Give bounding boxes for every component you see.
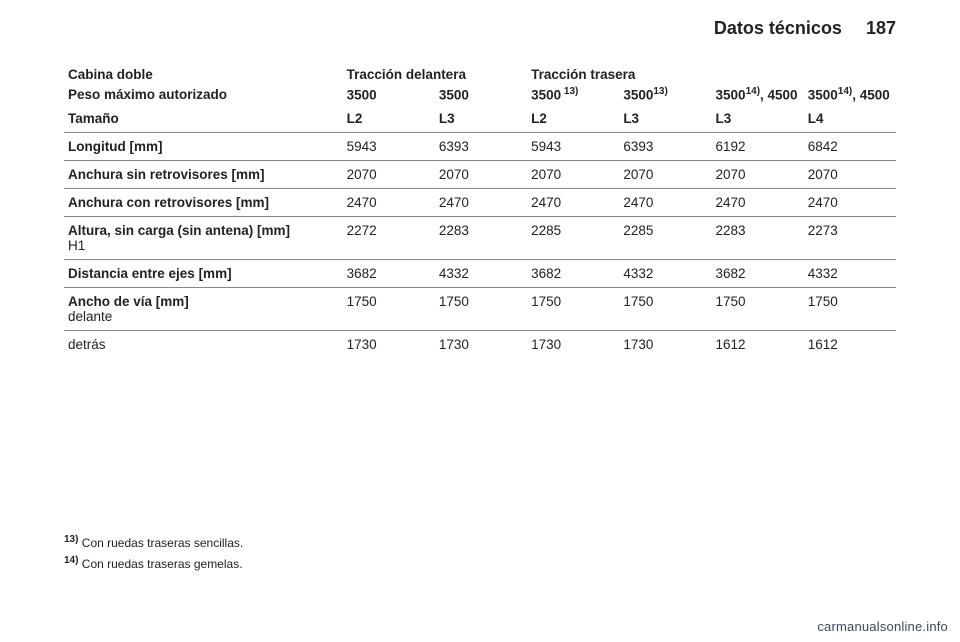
row-value: 2070 — [343, 160, 435, 188]
weight-cell-3: 350013) — [619, 84, 711, 109]
footnotes: 13) Con ruedas traseras sencillas. 14) C… — [64, 532, 243, 574]
row-value: 3682 — [712, 259, 804, 287]
row-value: 1730 — [435, 330, 527, 358]
row-value: 6192 — [712, 132, 804, 160]
header-title: Datos técnicos — [714, 18, 842, 39]
row-value: 2070 — [619, 160, 711, 188]
row-value: 2470 — [804, 188, 896, 216]
weight-cell-5: 350014), 4500 — [804, 84, 896, 109]
row-value: 2470 — [527, 188, 619, 216]
row-label: Anchura con retrovisores [mm] — [64, 188, 343, 216]
table-row: detrás173017301730173016121612 — [64, 330, 896, 358]
row-value: 1750 — [527, 287, 619, 330]
size-cell-5: L4 — [804, 109, 896, 133]
row-value: 2283 — [435, 216, 527, 259]
row-value: 1730 — [343, 330, 435, 358]
group-cabina: Cabina doble — [64, 67, 343, 84]
watermark: carmanualsonline.info — [817, 619, 948, 634]
footnote-13: 13) Con ruedas traseras sencillas. — [64, 532, 243, 553]
row-value: 2470 — [343, 188, 435, 216]
row-value: 6842 — [804, 132, 896, 160]
table-row: Anchura con retrovisores [mm]24702470247… — [64, 188, 896, 216]
size-cell-1: L3 — [435, 109, 527, 133]
spec-table: Cabina doble Tracción delantera Tracción… — [64, 67, 896, 358]
row-value: 2285 — [527, 216, 619, 259]
row-label: Altura, sin carga (sin antena) [mm]H1 — [64, 216, 343, 259]
row-value: 5943 — [527, 132, 619, 160]
table-row: Altura, sin carga (sin antena) [mm]H1227… — [64, 216, 896, 259]
row-value: 1750 — [619, 287, 711, 330]
weight-row: Peso máximo autorizado 3500 3500 3500 13… — [64, 84, 896, 109]
weight-cell-4: 350014), 4500 — [712, 84, 804, 109]
page-header: Datos técnicos 187 — [64, 18, 896, 39]
size-cell-0: L2 — [343, 109, 435, 133]
row-value: 6393 — [619, 132, 711, 160]
row-value: 2070 — [712, 160, 804, 188]
group-trasera: Tracción trasera — [527, 67, 896, 84]
weight-label: Peso máximo autorizado — [64, 84, 343, 109]
weight-cell-2: 3500 13) — [527, 84, 619, 109]
weight-cell-1: 3500 — [435, 84, 527, 109]
row-value: 2070 — [435, 160, 527, 188]
row-value: 1730 — [527, 330, 619, 358]
row-value: 4332 — [804, 259, 896, 287]
row-value: 2070 — [804, 160, 896, 188]
size-cell-4: L3 — [712, 109, 804, 133]
table-row: Distancia entre ejes [mm]368243323682433… — [64, 259, 896, 287]
group-delantera: Tracción delantera — [343, 67, 527, 84]
footnote-14: 14) Con ruedas traseras gemelas. — [64, 553, 243, 574]
size-row: Tamaño L2 L3 L2 L3 L3 L4 — [64, 109, 896, 133]
row-value: 2272 — [343, 216, 435, 259]
page: Datos técnicos 187 Cabina doble Tracción… — [0, 0, 960, 642]
table-row: Anchura sin retrovisores [mm]20702070207… — [64, 160, 896, 188]
row-value: 1750 — [343, 287, 435, 330]
table-body: Longitud [mm]594363935943639361926842Anc… — [64, 132, 896, 358]
row-value: 3682 — [527, 259, 619, 287]
row-value: 3682 — [343, 259, 435, 287]
group-header-row: Cabina doble Tracción delantera Tracción… — [64, 67, 896, 84]
row-value: 1612 — [804, 330, 896, 358]
row-value: 1730 — [619, 330, 711, 358]
row-label: Anchura sin retrovisores [mm] — [64, 160, 343, 188]
row-label: Distancia entre ejes [mm] — [64, 259, 343, 287]
row-value: 2070 — [527, 160, 619, 188]
row-value: 1750 — [712, 287, 804, 330]
row-label: Longitud [mm] — [64, 132, 343, 160]
row-value: 2283 — [712, 216, 804, 259]
table-row: Ancho de vía [mm]delante1750175017501750… — [64, 287, 896, 330]
row-value: 2470 — [435, 188, 527, 216]
row-value: 4332 — [619, 259, 711, 287]
row-value: 5943 — [343, 132, 435, 160]
row-label: detrás — [64, 330, 343, 358]
size-label: Tamaño — [64, 109, 343, 133]
header-page-number: 187 — [866, 18, 896, 39]
row-value: 6393 — [435, 132, 527, 160]
row-value: 1612 — [712, 330, 804, 358]
row-value: 1750 — [435, 287, 527, 330]
row-value: 2285 — [619, 216, 711, 259]
size-cell-3: L3 — [619, 109, 711, 133]
row-value: 2470 — [619, 188, 711, 216]
size-cell-2: L2 — [527, 109, 619, 133]
weight-cell-0: 3500 — [343, 84, 435, 109]
row-value: 4332 — [435, 259, 527, 287]
row-value: 2470 — [712, 188, 804, 216]
table-row: Longitud [mm]594363935943639361926842 — [64, 132, 896, 160]
row-value: 2273 — [804, 216, 896, 259]
row-value: 1750 — [804, 287, 896, 330]
row-label: Ancho de vía [mm]delante — [64, 287, 343, 330]
